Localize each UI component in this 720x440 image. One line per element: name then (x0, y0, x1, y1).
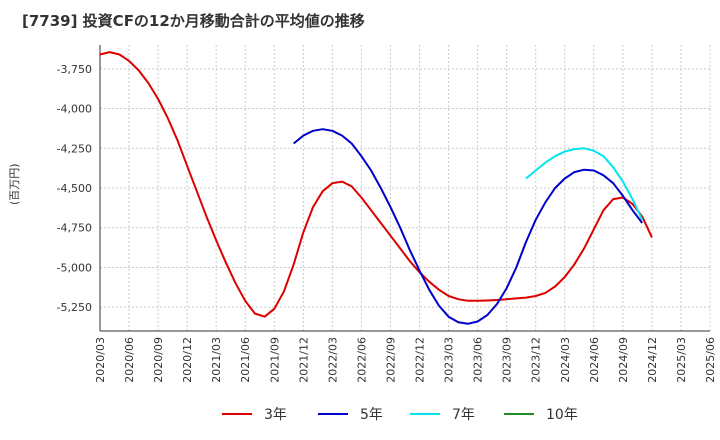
y-tick-label: -4,750 (57, 222, 92, 235)
x-tick-label: 2025/06 (704, 337, 717, 383)
x-tick-label: 2020/06 (123, 337, 136, 383)
x-tick-label: 2022/06 (355, 337, 368, 383)
y-tick-label: -5,000 (57, 261, 92, 274)
x-tick-label: 2021/09 (268, 337, 281, 383)
x-tick-label: 2020/12 (181, 337, 194, 383)
legend-label: 10年 (546, 407, 578, 423)
x-tick-label: 2022/03 (326, 337, 339, 383)
chart-title: [7739] 投資CFの12か月移動合計の平均値の推移 (22, 12, 365, 30)
legend-label: 3年 (264, 407, 287, 423)
x-tick-label: 2025/03 (675, 337, 688, 383)
series-line-7年 (525, 147, 644, 221)
x-tick-label: 2023/03 (443, 337, 456, 383)
x-tick-label: 2021/12 (297, 337, 310, 383)
y-tick-label: -4,000 (57, 103, 92, 116)
y-tick-label: -3,750 (57, 63, 92, 76)
x-tick-label: 2020/09 (152, 337, 165, 383)
x-tick-label: 2022/12 (414, 337, 427, 383)
x-tick-label: 2024/12 (646, 337, 659, 383)
x-tick-label: 2024/03 (559, 337, 572, 383)
legend-label: 7年 (452, 407, 475, 423)
series-line-3年 (99, 51, 653, 318)
x-tick-label: 2024/06 (588, 337, 601, 383)
x-tick-label: 2023/06 (472, 337, 485, 383)
x-tick-label: 2020/03 (94, 337, 107, 383)
x-tick-label: 2024/09 (617, 337, 630, 383)
y-tick-label: -5,250 (57, 301, 92, 314)
x-tick-label: 2022/09 (384, 337, 397, 383)
y-tick-label: -4,250 (57, 142, 92, 155)
legend-label: 5年 (360, 407, 383, 423)
x-tick-label: 2021/03 (210, 337, 223, 383)
series-line-5年 (293, 128, 643, 325)
x-tick-label: 2023/12 (530, 337, 543, 383)
y-tick-label: -4,500 (57, 182, 92, 195)
x-tick-label: 2023/09 (501, 337, 514, 383)
x-tick-label: 2021/06 (239, 337, 252, 383)
